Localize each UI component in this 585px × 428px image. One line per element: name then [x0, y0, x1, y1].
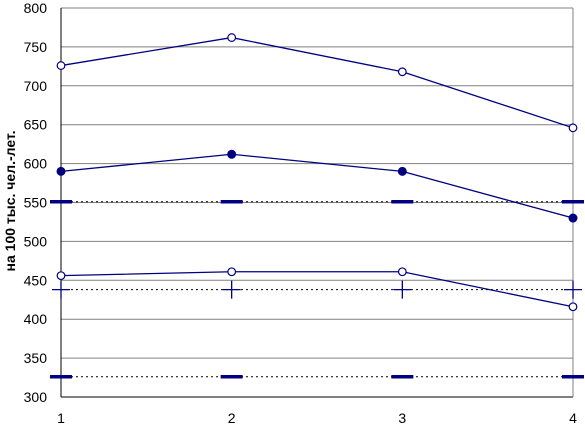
y-tick-label-550: 550 — [24, 195, 48, 211]
series-1-point-2 — [227, 33, 237, 42]
series-1-point-4 — [568, 123, 578, 133]
series-1 — [56, 33, 578, 133]
x-tick-label-2: 2 — [228, 410, 236, 426]
series-group — [50, 33, 584, 379]
series-2-point-3 — [397, 166, 407, 176]
y-tick-label-500: 500 — [24, 233, 48, 249]
y-tick-label-300: 300 — [24, 389, 48, 405]
y-axis-label: на 100 тыс. чел.-лет. — [2, 131, 18, 272]
series-5-point-2 — [222, 280, 241, 299]
y-tick-label-800: 800 — [24, 0, 48, 16]
series-5-point-4 — [564, 280, 582, 299]
y-tick-label-350: 350 — [24, 350, 48, 366]
series-3-point-4 — [568, 302, 578, 312]
x-tick-label-3: 3 — [398, 410, 406, 426]
series-1-point-1 — [56, 61, 66, 70]
y-tick-labels: 300 350 400 450 500 550 600 650 700 750 800 — [24, 0, 48, 405]
x-tick-label-1: 1 — [57, 410, 65, 426]
series-5-point-3 — [393, 280, 412, 299]
gridlines — [61, 7, 573, 359]
series-1-line — [60, 36, 574, 129]
y-tick-label-750: 750 — [24, 39, 48, 55]
series-3-point-2 — [227, 267, 237, 277]
series-3-point-3 — [397, 267, 407, 277]
x-tick-labels: 1 2 3 4 — [57, 410, 577, 426]
series-2-point-2 — [227, 149, 237, 159]
series-2-point-4 — [568, 213, 578, 223]
y-tick-label-450: 450 — [24, 272, 48, 288]
series-2-line — [60, 153, 574, 219]
series-3-point-1 — [56, 271, 66, 281]
y-tick-label-400: 400 — [24, 311, 48, 327]
series-5 — [52, 280, 582, 299]
series-2 — [56, 149, 578, 223]
x-tick-label-4: 4 — [569, 410, 577, 426]
series-5-point-1 — [52, 280, 70, 299]
y-tick-label-600: 600 — [24, 156, 48, 172]
y-tick-label-650: 650 — [24, 117, 48, 133]
series-2-point-1 — [56, 166, 66, 176]
y-tick-label-700: 700 — [24, 78, 48, 94]
series-1-point-3 — [397, 67, 407, 77]
